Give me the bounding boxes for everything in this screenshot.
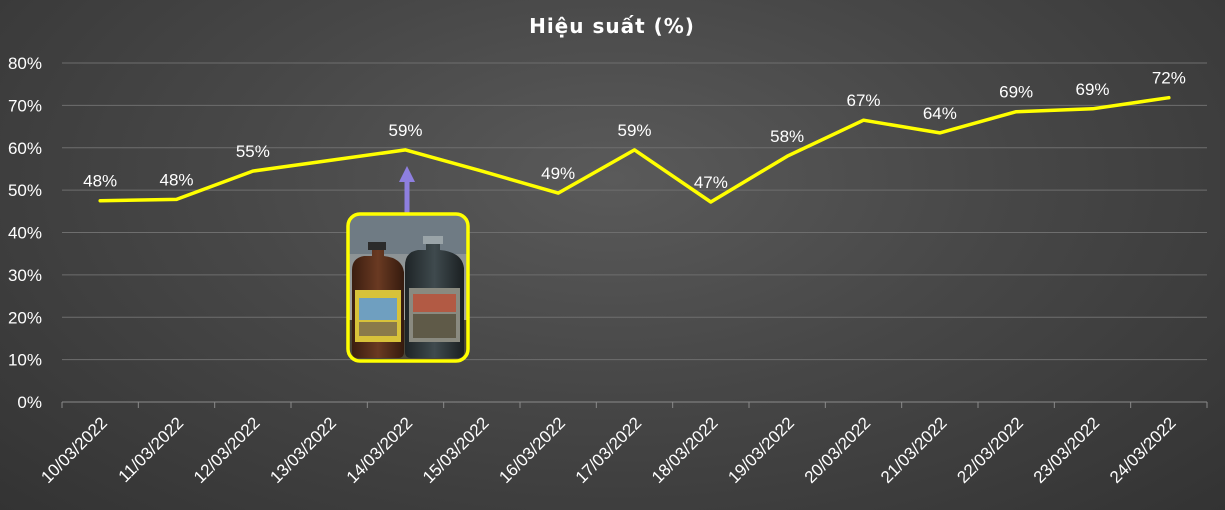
y-tick-label: 70% bbox=[8, 96, 42, 115]
data-point bbox=[938, 131, 942, 135]
data-point bbox=[1091, 107, 1094, 111]
x-tick-label: 21/03/2022 bbox=[877, 413, 951, 487]
data-label: 72% bbox=[1152, 69, 1186, 88]
data-label: 59% bbox=[617, 121, 651, 140]
gridlines bbox=[61, 62, 1208, 408]
annotation-arrow bbox=[399, 166, 415, 213]
data-point bbox=[785, 154, 789, 158]
y-tick-label: 80% bbox=[8, 54, 42, 73]
data-label: 67% bbox=[846, 91, 880, 110]
data-label: 49% bbox=[541, 164, 575, 183]
data-point bbox=[251, 169, 255, 173]
x-tick-label: 23/03/2022 bbox=[1030, 413, 1104, 487]
data-label: 48% bbox=[159, 170, 193, 189]
data-point bbox=[862, 118, 865, 122]
x-tick-label: 24/03/2022 bbox=[1106, 413, 1180, 487]
data-label: 59% bbox=[388, 121, 422, 140]
y-tick-label: 0% bbox=[17, 393, 42, 412]
data-point bbox=[98, 199, 102, 203]
y-tick-label: 60% bbox=[8, 139, 42, 158]
product-jugs-photo bbox=[346, 212, 470, 363]
chart-title: Hiệu suất (%) bbox=[529, 14, 695, 38]
data-point bbox=[709, 200, 713, 204]
y-axis-ticks: 0% 10% 20% 30% 40% 50% 60% 70% 80% bbox=[8, 54, 42, 412]
x-axis-ticks: 10/03/2022 11/03/2022 12/03/2022 13/03/2022… bbox=[37, 413, 1179, 487]
y-tick-label: 30% bbox=[8, 266, 42, 285]
x-tick-label: 17/03/2022 bbox=[572, 413, 646, 487]
y-tick-label: 40% bbox=[8, 224, 42, 243]
data-label: 48% bbox=[83, 172, 117, 191]
y-tick-label: 20% bbox=[8, 308, 42, 327]
data-label: 47% bbox=[694, 173, 728, 192]
data-point bbox=[556, 191, 560, 195]
x-tick-label: 16/03/2022 bbox=[495, 413, 569, 487]
data-point bbox=[404, 148, 407, 152]
data-labels: 48% 48% 55% 59% 49% 59% 47% 58% 67% 64% 69% 69% 72% bbox=[83, 69, 1186, 192]
x-tick-label: 11/03/2022 bbox=[115, 413, 188, 486]
y-tick-label: 50% bbox=[8, 181, 42, 200]
x-tick-label: 20/03/2022 bbox=[801, 413, 875, 487]
series-line bbox=[98, 95, 1171, 204]
x-tick-label: 14/03/2022 bbox=[343, 413, 417, 487]
data-label: 55% bbox=[236, 142, 270, 161]
data-label: 58% bbox=[770, 127, 804, 146]
x-tick-label: 22/03/2022 bbox=[953, 413, 1027, 487]
data-label: 64% bbox=[923, 104, 957, 123]
y-tick-label: 10% bbox=[8, 351, 42, 370]
data-label: 69% bbox=[1075, 80, 1109, 99]
data-label: 69% bbox=[999, 83, 1033, 102]
data-point bbox=[175, 197, 178, 201]
data-point bbox=[1167, 96, 1171, 100]
x-tick-label: 15/03/2022 bbox=[419, 413, 493, 487]
data-point bbox=[327, 158, 331, 162]
x-tick-label: 10/03/2022 bbox=[37, 413, 111, 487]
data-point bbox=[633, 148, 636, 152]
data-point bbox=[1014, 110, 1018, 114]
x-tick-label: 19/03/2022 bbox=[724, 413, 798, 487]
x-tick-label: 13/03/2022 bbox=[266, 413, 340, 487]
data-point bbox=[480, 169, 484, 173]
x-tick-label: 12/03/2022 bbox=[190, 413, 264, 487]
x-tick-label: 18/03/2022 bbox=[648, 413, 722, 487]
